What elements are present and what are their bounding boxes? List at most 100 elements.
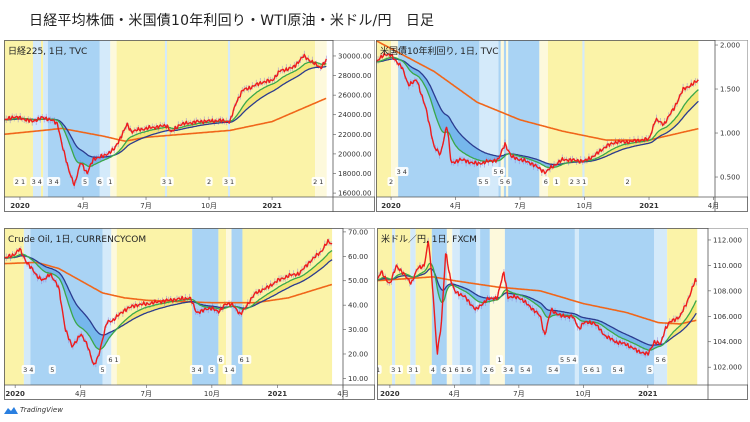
x-tick-label: 2021 xyxy=(268,390,288,398)
zone-band xyxy=(23,228,31,385)
zone-band xyxy=(475,228,481,385)
wave-count-label: 3 1 xyxy=(224,178,234,186)
zone-band xyxy=(164,40,168,197)
tradingview-watermark: TradingView xyxy=(4,406,63,414)
wave-count-bg xyxy=(30,177,44,186)
wave-count-label: 5 6 1 xyxy=(584,366,601,374)
price-axis[interactable] xyxy=(343,228,375,385)
y-tick-label: 1.500 xyxy=(720,86,740,94)
wave-count-label: 5 6 xyxy=(500,178,510,186)
wave-count-label: 5 4 xyxy=(520,366,530,374)
y-tick-label: 30.00 xyxy=(348,326,368,334)
x-tick-label: 2020 xyxy=(5,390,25,398)
zone-band xyxy=(242,228,333,385)
wave-count-label: 3 4 xyxy=(23,366,33,374)
wave-label-backgrounds xyxy=(13,177,325,186)
wave-count-bg xyxy=(476,177,491,186)
wave-count-bg xyxy=(406,365,421,374)
wave-count-label: 4 xyxy=(431,366,435,374)
wave-count-bg xyxy=(498,177,512,186)
zone-band xyxy=(102,228,112,385)
wave-count-label: 5 xyxy=(83,178,87,186)
x-tick-label: 7月 xyxy=(514,202,525,210)
y-tick-label: 30000.00 xyxy=(338,52,371,60)
wave-count-label: 2 xyxy=(625,178,629,186)
symbol-label: Crude Oil, 1日, CURRENCYCOM xyxy=(8,235,147,245)
x-tick-label: 4月 xyxy=(450,202,461,210)
wave-count-label: 3 4 xyxy=(191,366,201,374)
y-tick-label: 26000.00 xyxy=(338,92,371,100)
wave-count-bg xyxy=(311,177,325,186)
wave-count-bg xyxy=(389,365,404,374)
sma-long-line xyxy=(377,276,697,325)
wave-labels: 3 4 5 56 13 4 561 46 1 xyxy=(23,356,250,374)
wave-count-bg xyxy=(208,365,216,374)
wave-count-bg xyxy=(611,365,625,374)
x-tick-label: 4月 xyxy=(77,202,88,210)
zone-band xyxy=(667,228,698,385)
ma-ribbon-fill xyxy=(566,89,699,164)
wave-label-backgrounds xyxy=(21,355,252,374)
wave-count-bg xyxy=(189,365,204,374)
close-price-line xyxy=(377,240,697,356)
zone-band xyxy=(227,40,231,197)
wave-count-bg xyxy=(558,355,579,364)
zone-band xyxy=(446,228,453,385)
wave-label-backgrounds xyxy=(387,167,632,186)
wave-count-bg xyxy=(440,365,473,374)
wave-count-label: 5 6 xyxy=(493,168,503,176)
price-axis[interactable] xyxy=(333,40,375,197)
wave-count-bg xyxy=(217,355,225,364)
y-tick-label: 112.000 xyxy=(713,236,742,244)
y-tick-label: 16000.00 xyxy=(338,190,371,198)
y-tick-label: 24000.00 xyxy=(338,111,371,119)
wave-count-label: 1 xyxy=(108,178,112,186)
wave-count-label: 3 1 xyxy=(391,366,401,374)
price-axis[interactable] xyxy=(708,228,748,385)
wave-count-label: 5 5 4 xyxy=(560,356,577,364)
x-tick-label: 4月 xyxy=(449,390,460,398)
zone-band xyxy=(392,228,396,385)
y-tick-label: 10.00 xyxy=(348,375,368,383)
wave-count-bg xyxy=(237,355,252,364)
x-tick-label: 10月 xyxy=(204,390,220,398)
wave-count-label: 2 1 xyxy=(313,178,323,186)
wave-count-label: 6 xyxy=(219,356,223,364)
y-tick-label: 106.000 xyxy=(713,313,742,321)
ma-ribbon-fill xyxy=(249,250,333,308)
symbol-label: 米ドル／円, 1日, FXCM xyxy=(381,235,477,245)
wave-count-bg xyxy=(222,177,236,186)
wave-count-bg xyxy=(553,177,561,186)
wave-count-bg xyxy=(429,365,437,374)
x-tick-label: 4月 xyxy=(337,390,348,398)
wave-count-label: 1 xyxy=(497,356,501,364)
wave-count-bg xyxy=(482,365,496,374)
zone-band xyxy=(4,228,24,385)
wave-count-bg xyxy=(395,167,409,176)
wave-count-bg xyxy=(495,355,504,364)
wave-count-label: 3 1 xyxy=(408,366,418,374)
x-tick-label: 2021 xyxy=(639,202,659,210)
zone-band xyxy=(395,228,411,385)
x-tick-label: 7月 xyxy=(513,390,524,398)
wave-count-bg xyxy=(48,365,56,374)
wave-count-bg xyxy=(222,365,237,374)
wave-count-bg xyxy=(542,177,550,186)
price-axis[interactable] xyxy=(715,40,748,197)
wave-count-bg xyxy=(654,355,668,364)
ema-slow-line xyxy=(376,58,699,166)
close-price-line xyxy=(4,238,333,365)
ma-ribbon-fill xyxy=(519,294,665,351)
zone-band xyxy=(116,40,316,197)
ema-slow-line xyxy=(377,268,697,346)
ema-slow-line xyxy=(4,255,333,336)
wave-count-label: 5 xyxy=(648,366,652,374)
zone-band xyxy=(539,40,548,197)
